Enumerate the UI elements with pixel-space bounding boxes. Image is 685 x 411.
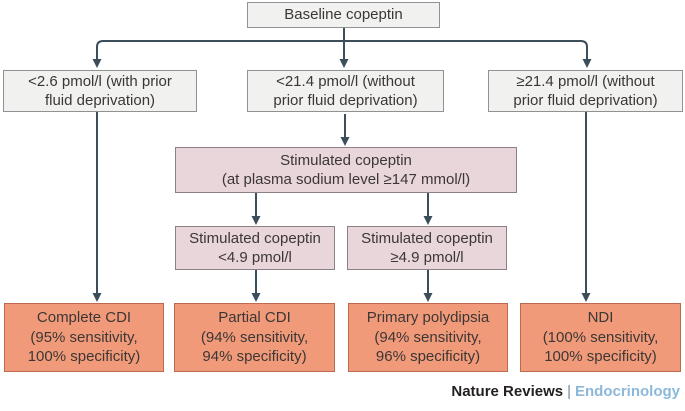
box-low-copeptin-without-deprivation: <21.4 pmol/l (without prior fluid depriv… <box>247 70 444 112</box>
journal-footer: Nature Reviews | Endocrinology <box>451 383 680 400</box>
arrowhead-stim-to-subA <box>251 216 261 225</box>
arrowhead-left-to-complete <box>92 293 102 302</box>
journal-name: Nature Reviews <box>451 383 564 400</box>
box-label-line: (at plasma sodium level ≥147 mmol/l) <box>221 171 471 188</box>
box-low-copeptin-with-deprivation: <2.6 pmol/l (with prior fluid deprivatio… <box>3 70 197 112</box>
box-label-line: (100% sensitivity, <box>542 328 659 346</box>
box-label-line: Partial CDI <box>218 309 291 327</box>
box-high-copeptin-without-deprivation: ≥21.4 pmol/l (without prior fluid depriv… <box>488 70 683 112</box>
box-label-line: prior fluid deprivation) <box>513 92 658 109</box>
box-label-line: <2.6 pmol/l (with prior <box>28 72 172 90</box>
footer-separator: | <box>567 383 571 400</box>
box-label-line: Primary polydipsia <box>366 309 490 327</box>
box-stimulated-low: Stimulated copeptin <4.9 pmol/l <box>175 226 335 270</box>
box-baseline-copeptin: Baseline copeptin <box>247 2 440 28</box>
arrowhead-right-to-ndi <box>581 293 591 302</box>
arrowhead-subA-to-partial <box>251 293 261 302</box>
arrowhead-branch-right <box>582 59 592 68</box>
box-label-line: Stimulated copeptin <box>280 151 412 169</box>
box-label-line: Stimulated copeptin <box>361 229 493 247</box>
box-label-line: 100% specificity) <box>27 348 141 366</box>
arrowhead-center-to-stim <box>340 137 350 146</box>
box-label-line: 100% specificity) <box>544 348 657 366</box>
box-label-line: <4.9 pmol/l <box>218 249 292 266</box>
box-label-line: 96% specificity) <box>375 348 481 366</box>
box-label-line: fluid deprivation) <box>44 92 156 109</box>
box-label-line: NDI <box>587 309 614 327</box>
box-label-line: Complete CDI <box>36 309 132 327</box>
box-baseline-copeptin-label: Baseline copeptin <box>284 6 403 24</box>
box-outcome-complete-cdi: Complete CDI (95% sensitivity, 100% spec… <box>4 303 164 372</box>
box-label-line: Stimulated copeptin <box>189 229 321 247</box>
box-stimulated-copeptin: Stimulated copeptin (at plasma sodium le… <box>175 147 517 193</box>
box-label-line: (94% sensitivity, <box>200 328 309 346</box>
journal-specialty: Endocrinology <box>575 383 680 400</box>
box-label-line: ≥21.4 pmol/l (without <box>516 72 655 90</box>
box-label-line: (94% sensitivity, <box>374 328 482 346</box>
box-label-line: prior fluid deprivation) <box>273 92 418 109</box>
arrowhead-branch-center <box>339 59 349 68</box>
box-label-line: 94% specificity) <box>202 348 307 366</box>
arrowhead-stim-to-subB <box>423 216 433 225</box>
box-outcome-primary-polydipsia: Primary polydipsia (94% sensitivity, 96%… <box>348 303 508 372</box>
box-label-line: ≥4.9 pmol/l <box>390 249 464 266</box>
arrowhead-branch-left <box>92 59 102 68</box>
arrowhead-subB-to-polydipsia <box>423 293 433 302</box>
box-label-line: (95% sensitivity, <box>30 328 138 346</box>
box-stimulated-high: Stimulated copeptin ≥4.9 pmol/l <box>347 226 507 270</box>
box-outcome-ndi: NDI (100% sensitivity, 100% specificity) <box>520 303 681 372</box>
connector-branch-rail <box>96 40 588 60</box>
box-label-line: <21.4 pmol/l (without <box>276 72 415 90</box>
box-outcome-partial-cdi: Partial CDI (94% sensitivity, 94% specif… <box>174 303 335 372</box>
